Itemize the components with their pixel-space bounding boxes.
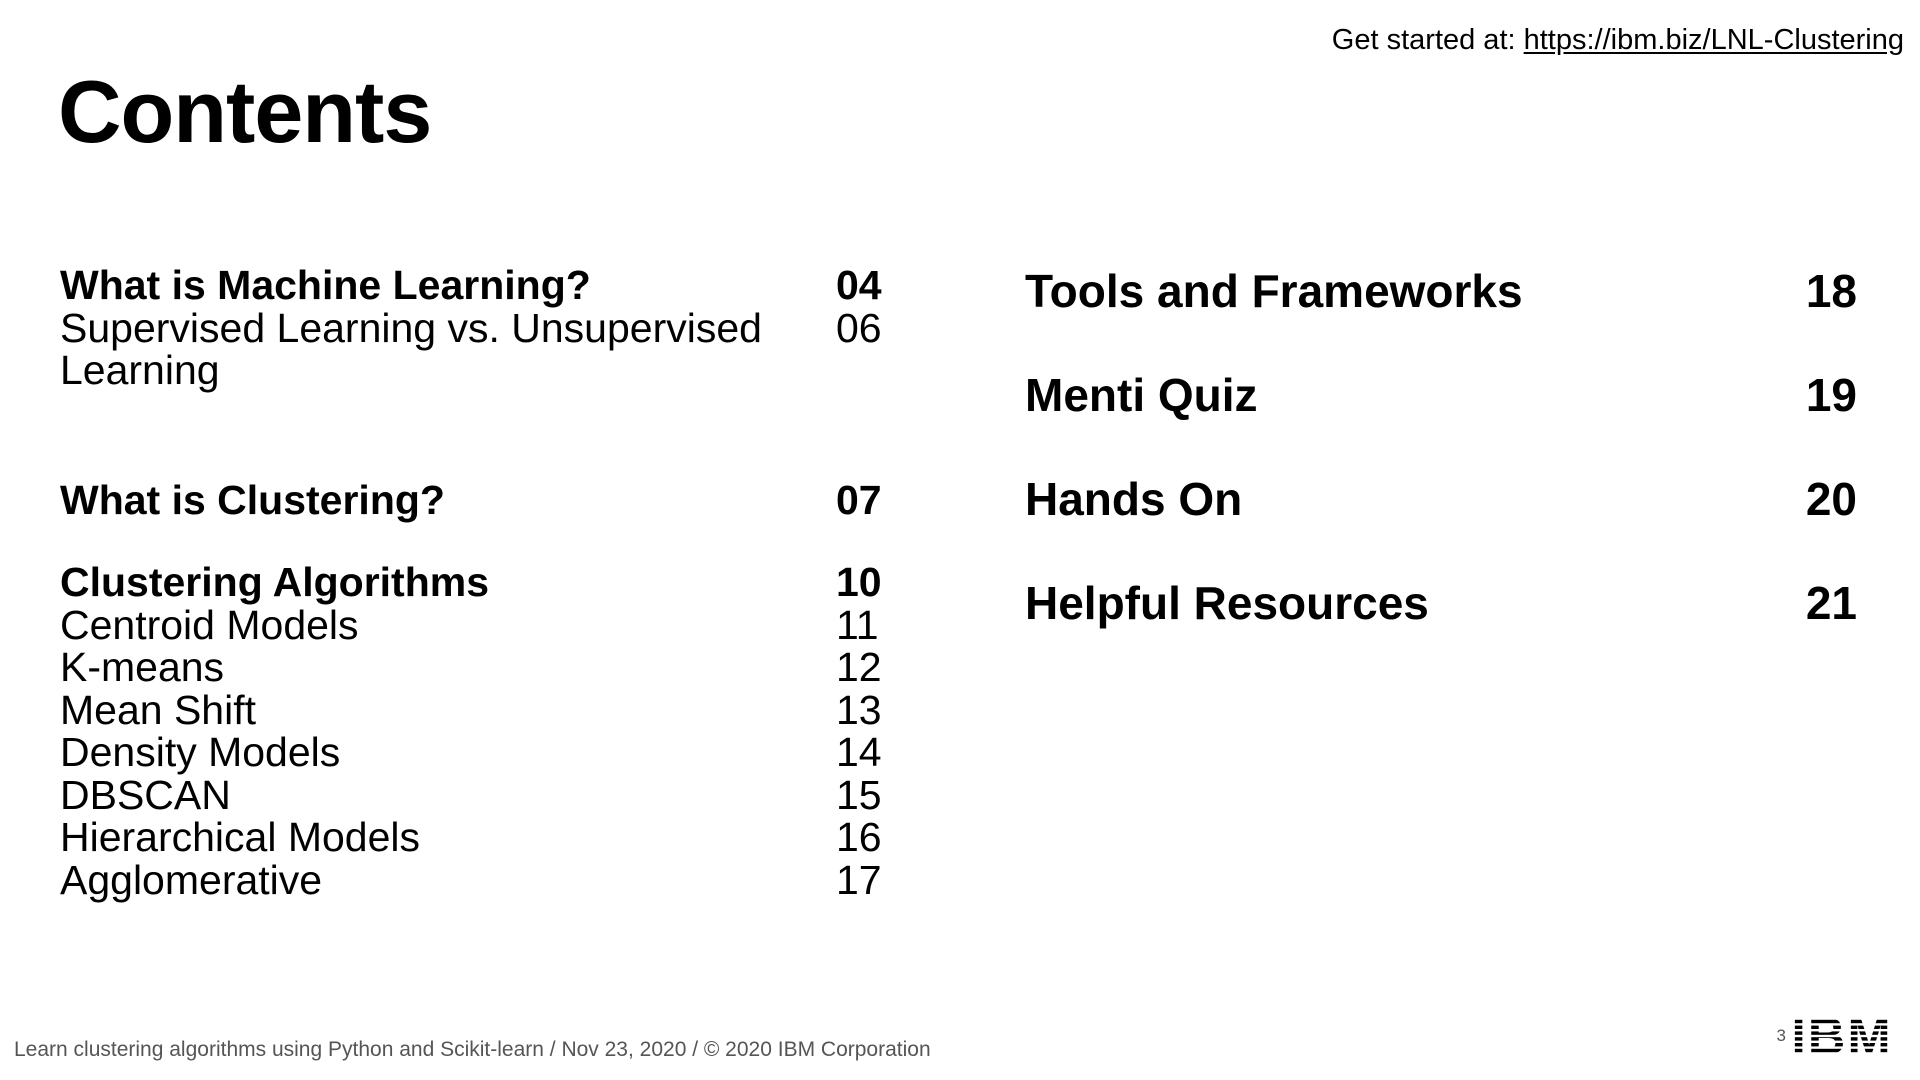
toc-entry[interactable]: Helpful Resources 21	[1025, 574, 1857, 632]
toc-entry[interactable]: Supervised Learning vs. Unsupervised Lea…	[60, 304, 892, 393]
toc-entry[interactable]: Agglomerative 17	[60, 856, 892, 903]
toc-entry-page: 18	[1805, 265, 1857, 317]
toc-entry-label: Helpful Resources	[1025, 577, 1429, 629]
toc-entry-label: What is Clustering?	[60, 476, 445, 523]
ibm-logo: IBM	[1791, 1014, 1893, 1058]
toc-entry[interactable]: Hierarchical Models 16	[60, 816, 892, 859]
toc-group-machine-learning: What is Machine Learning? 04 Supervised …	[60, 264, 892, 392]
toc-group-clustering: What is Clustering? 07	[60, 476, 892, 523]
toc-entry-page: 19	[1805, 369, 1857, 421]
toc-entry-page: 11	[836, 601, 879, 648]
toc-entry[interactable]: What is Clustering? 07	[60, 476, 892, 523]
toc-right-column: Tools and Frameworks 18 Menti Quiz 19 Ha…	[1025, 262, 1857, 678]
footer-text: Learn clustering algorithms using Python…	[14, 1038, 931, 1061]
toc-entry[interactable]: DBSCAN 15	[60, 771, 892, 818]
toc-entry[interactable]: What is Machine Learning? 04	[60, 264, 892, 307]
toc-entry-label: Supervised Learning vs. Unsupervised Lea…	[60, 304, 762, 393]
toc-entry-page: 21	[1805, 577, 1857, 629]
ibm-logo-stripes	[1791, 1014, 1893, 1058]
toc-entry-page: 13	[836, 686, 882, 733]
slide-number: 3	[1776, 1026, 1786, 1045]
toc-group-clustering-algorithms: Clustering Algorithms 10 Centroid Models…	[60, 561, 892, 901]
toc-entry[interactable]: Mean Shift 13	[60, 686, 892, 733]
toc-entry-label: What is Machine Learning?	[60, 262, 591, 308]
toc-entry[interactable]: Density Models 14	[60, 731, 892, 774]
toc-entry-page: 15	[836, 771, 882, 818]
toc-entry-label: Hands On	[1025, 473, 1243, 525]
page-title: Contents	[58, 62, 432, 161]
toc-entry-page: 17	[836, 856, 882, 903]
toc-entry-page: 10	[836, 559, 882, 605]
toc-entry-page: 16	[836, 814, 882, 860]
toc-entry[interactable]: Tools and Frameworks 18	[1025, 262, 1857, 320]
toc-entry-label: K-means	[60, 644, 225, 690]
toc-entry-label: Mean Shift	[60, 686, 256, 733]
toc-entry-page: 14	[836, 729, 882, 775]
toc-entry-page: 04	[836, 262, 882, 308]
toc-entry-label: Clustering Algorithms	[60, 559, 489, 605]
toc-entry-label: Tools and Frameworks	[1025, 265, 1523, 317]
toc-entry-label: Density Models	[60, 729, 341, 775]
get-started-label: Get started at:	[1331, 24, 1524, 56]
toc-entry[interactable]: K-means 12	[60, 646, 892, 689]
toc-entry[interactable]: Clustering Algorithms 10	[60, 561, 892, 604]
toc-entry-label: Centroid Models	[60, 601, 359, 648]
toc-entry[interactable]: Hands On 20	[1025, 470, 1857, 528]
toc-entry[interactable]: Centroid Models 11	[60, 601, 892, 648]
get-started-line: Get started at: https://ibm.biz/LNL-Clus…	[1332, 24, 1904, 57]
toc-entry-label: Menti Quiz	[1025, 369, 1258, 421]
toc-entry-label: Hierarchical Models	[60, 814, 421, 860]
get-started-link[interactable]: https://ibm.biz/LNL-Clustering	[1523, 24, 1904, 56]
toc-entry-label: DBSCAN	[60, 771, 231, 818]
toc-entry-label: Agglomerative	[60, 856, 323, 903]
toc-entry[interactable]: Menti Quiz 19	[1025, 366, 1857, 424]
toc-entry-page: 12	[836, 644, 882, 690]
toc-entry-page: 06	[836, 304, 882, 351]
toc-left-column: What is Machine Learning? 04 Supervised …	[60, 264, 892, 901]
toc-entry-page: 20	[1805, 473, 1857, 525]
toc-entry-page: 07	[836, 476, 882, 523]
